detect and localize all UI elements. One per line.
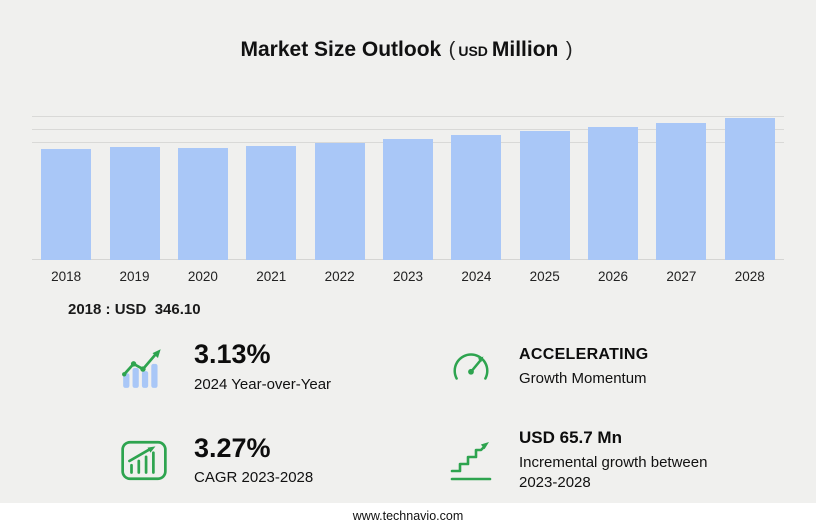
- bar: [451, 135, 502, 260]
- x-axis-label: 2027: [666, 269, 697, 284]
- bar-column: [100, 112, 168, 260]
- page-title: Market Size Outlook (USD Million ): [0, 0, 816, 62]
- footer-link[interactable]: www.technavio.com: [352, 508, 464, 523]
- bar-columns: [32, 112, 784, 260]
- speedometer-icon: [453, 353, 489, 380]
- stat-momentum: ACCELERATING Growth Momentum: [447, 340, 776, 394]
- bar-column: [169, 112, 237, 260]
- market-size-chart: 2018 2019 2020 2021 2022 2023 2024 2025 2026 2027…: [32, 112, 784, 284]
- bar: [41, 149, 92, 260]
- bar: [314, 143, 365, 260]
- bar-column: [305, 112, 373, 260]
- cagr-chart-icon: [121, 440, 167, 480]
- x-axis-label: 2023: [392, 269, 423, 284]
- stat-label: CAGR 2023-2028: [194, 469, 314, 487]
- bar-plot: [32, 112, 784, 260]
- x-axis-label: 2018: [51, 269, 82, 284]
- bar-column: [511, 112, 579, 260]
- stat-cagr: 3.27% CAGR 2023-2028: [118, 428, 447, 493]
- stat-label: 2024 Year-over-Year: [194, 375, 332, 393]
- stat-value: USD 65.7 Mn: [519, 428, 622, 448]
- stat-text: 3.27% CAGR 2023-2028: [194, 432, 314, 488]
- bar-column: [237, 112, 305, 260]
- bar: [382, 139, 433, 260]
- bar: [246, 146, 297, 260]
- stat-label: Incremental growth between 2023-2028: [519, 454, 708, 492]
- bar: [656, 123, 707, 260]
- stats-grid: 3.13% 2024 Year-over-Year ACCELERATING G…: [0, 339, 816, 493]
- yoy-bars-icon: [122, 349, 161, 389]
- gridline: [32, 116, 784, 117]
- stat-text: 3.13% 2024 Year-over-Year: [194, 339, 332, 394]
- base-year-annotation: 2018 : USD 346.10: [68, 301, 201, 318]
- stat-incremental: USD 65.7 Mn Incremental growth between 2…: [447, 428, 776, 493]
- x-axis-label: 2021: [256, 269, 287, 284]
- bar-column: [32, 112, 100, 260]
- x-axis-label: 2028: [734, 269, 765, 284]
- title-currency: USD: [458, 43, 488, 59]
- incremental-growth-icon: [450, 441, 492, 481]
- x-axis-label: 2019: [119, 269, 150, 284]
- bar-column: [442, 112, 510, 260]
- bar-column: [647, 112, 715, 260]
- title-paren-close: ): [565, 39, 573, 61]
- stat-value: 3.13%: [194, 339, 271, 369]
- bar-column: [579, 112, 647, 260]
- x-axis-label: 2024: [461, 269, 492, 284]
- bar-column: [716, 112, 784, 260]
- stat-yoy: 3.13% 2024 Year-over-Year: [118, 339, 447, 394]
- gridline: [32, 129, 784, 130]
- x-axis-label: 2020: [187, 269, 218, 284]
- x-axis-labels: 2018 2019 2020 2021 2022 2023 2024 2025 2026 2027…: [32, 269, 784, 284]
- bar: [588, 127, 639, 260]
- bar: [109, 147, 160, 260]
- title-paren-open: (: [448, 39, 456, 61]
- x-axis-label: 2025: [529, 269, 560, 284]
- stat-value: ACCELERATING: [519, 345, 649, 363]
- stat-text: USD 65.7 Mn Incremental growth between 2…: [519, 428, 709, 493]
- bar-column: [374, 112, 442, 260]
- title-unit: Million: [491, 38, 559, 61]
- x-axis-label: 2022: [324, 269, 355, 284]
- footer-bar: www.technavio.com: [0, 503, 816, 528]
- stat-text: ACCELERATING Growth Momentum: [519, 346, 649, 389]
- bar: [724, 118, 775, 260]
- title-main: Market Size Outlook: [240, 38, 442, 61]
- bar: [519, 131, 570, 260]
- stat-value: 3.27%: [194, 432, 271, 463]
- bar: [177, 148, 228, 260]
- x-axis-label: 2026: [598, 269, 629, 284]
- stat-label: Growth Momentum: [519, 369, 647, 387]
